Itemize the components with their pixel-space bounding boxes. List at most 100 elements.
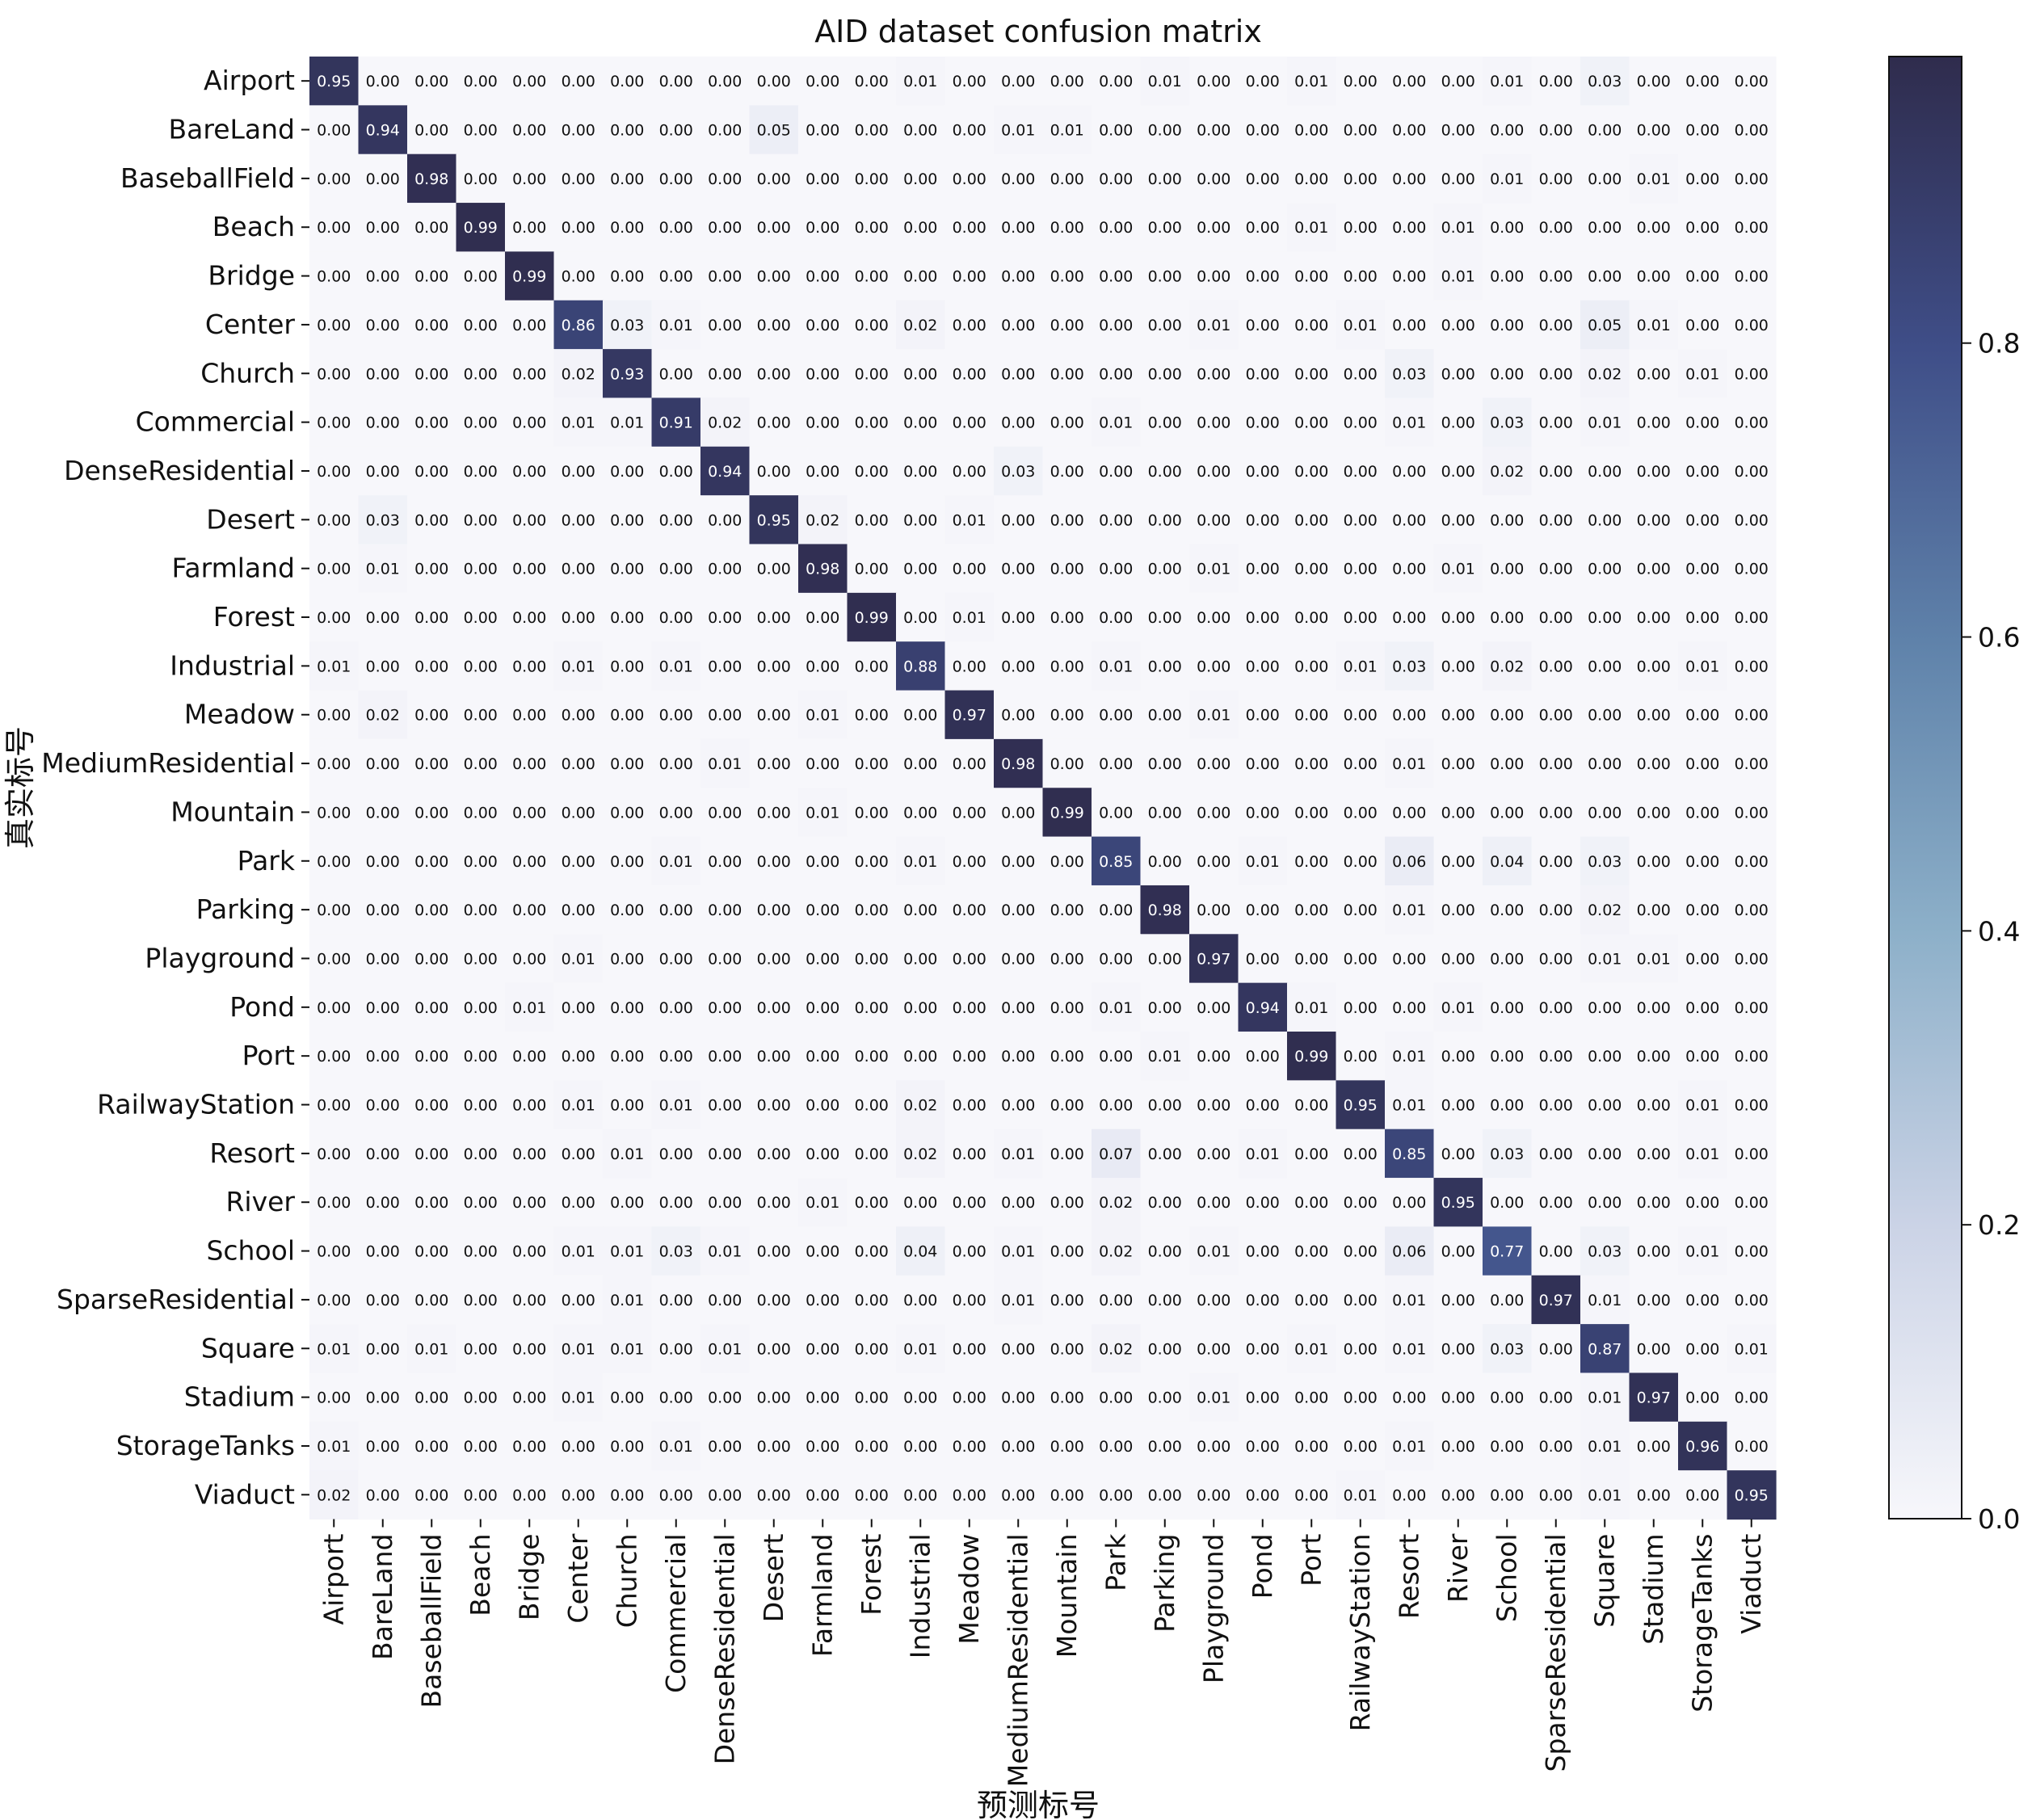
heatmap-cell [358,495,408,545]
cell-value-label: 0.00 [953,1243,986,1261]
heatmap-cell [603,641,653,691]
heatmap-cell [407,203,457,252]
heatmap-cell [1433,495,1483,545]
cell-value-label: 0.00 [1197,219,1230,237]
cell-value-label: 0.00 [1001,1486,1035,1504]
heatmap-cell [1433,1275,1483,1325]
cell-value-label: 0.00 [562,853,595,871]
cell-value-label: 0.00 [903,414,937,432]
cell-value-label: 0.00 [512,804,546,822]
cell-value-label: 0.01 [1099,658,1133,675]
cell-value-label: 0.00 [953,1389,986,1407]
cell-value-label: 0.00 [1246,170,1280,188]
cell-value-label: 0.00 [1637,268,1671,286]
heatmap-cell [553,1178,604,1227]
cell-value-label: 0.00 [512,511,546,529]
cell-value-label: 0.00 [1148,755,1182,773]
cell-value-label: 0.00 [562,902,595,919]
cell-value-label: 0.00 [512,902,546,919]
cell-value-label: 0.00 [1197,511,1230,529]
cell-value-label: 0.00 [610,1389,644,1407]
heatmap-cell [1238,153,1288,204]
cell-value-label: 0.99 [1294,1048,1328,1066]
heatmap-cell [603,836,653,886]
heatmap-cell [1727,57,1777,106]
heatmap-cell [1336,57,1386,106]
heatmap-cell [1727,738,1777,788]
heatmap-cell [896,934,946,984]
cell-value-label: 0.85 [1392,1145,1426,1163]
cell-value-label: 0.03 [659,1243,693,1261]
heatmap-cell [1287,349,1337,399]
cell-value-label: 0.00 [1392,268,1426,286]
heatmap-cell [1238,1421,1288,1471]
cell-value-label: 0.00 [806,317,839,334]
heatmap-cell [358,544,408,594]
x-tick-label: Resort [1393,1533,1424,1619]
heatmap-cell [1531,1178,1581,1227]
cell-value-label: 0.05 [757,122,791,140]
cell-value-label: 0.03 [610,317,644,334]
cell-value-label: 0.00 [1001,268,1035,286]
cell-value-label: 0.00 [903,999,937,1017]
heatmap-cell [1287,738,1337,788]
cell-value-label: 0.01 [317,658,351,675]
heatmap-cell [700,1178,751,1227]
heatmap-cell [358,105,408,155]
heatmap-cell [1042,1129,1092,1179]
cell-value-label: 0.00 [659,268,693,286]
heatmap-cell [553,982,604,1032]
cell-value-label: 0.00 [903,463,937,481]
cell-value-label: 0.00 [1050,511,1084,529]
cell-value-label: 0.00 [1246,1194,1280,1212]
cell-value-label: 0.00 [1001,1340,1035,1358]
cell-value-label: 0.02 [903,1145,937,1163]
heatmap-cell [1629,105,1679,155]
heatmap-cell [358,1080,408,1130]
cell-value-label: 0.00 [903,804,937,822]
cell-value-label: 0.00 [1294,463,1328,481]
cell-value-label: 0.00 [414,1438,448,1456]
cell-value-label: 0.94 [366,122,400,140]
cell-value-label: 0.00 [757,902,791,919]
cell-value-label: 0.00 [1441,853,1475,871]
heatmap-cell [1433,885,1483,935]
heatmap-cell [1287,592,1337,642]
cell-value-label: 0.94 [708,463,742,481]
heatmap-cell [1385,836,1435,886]
cell-value-label: 0.01 [1735,1340,1769,1358]
cell-value-label: 0.00 [1050,170,1084,188]
cell-value-label: 0.00 [1148,365,1182,383]
heatmap-cell [553,349,604,399]
heatmap-cell [1336,446,1386,496]
heatmap-cell [1092,1421,1142,1471]
heatmap-cell [358,349,408,399]
cell-value-label: 0.00 [1344,1243,1378,1261]
cell-value-label: 0.91 [659,414,693,432]
cell-value-label: 0.01 [903,853,937,871]
cell-value-label: 0.00 [317,1194,351,1212]
heatmap-cell [407,300,457,350]
cell-value-label: 0.01 [512,999,546,1017]
cell-value-label: 0.00 [1099,317,1133,334]
heatmap-cell [309,153,360,204]
heatmap-cell [994,153,1044,204]
colorbar-tick-label: 0.2 [1978,1209,2020,1241]
cell-value-label: 0.00 [1735,1292,1769,1309]
cell-value-label: 0.00 [1392,73,1426,90]
cell-value-label: 0.03 [366,511,400,529]
cell-value-label: 0.00 [953,268,986,286]
heatmap-cell [1727,153,1777,204]
heatmap-cell [847,495,897,545]
heatmap-cell [1042,1080,1092,1130]
cell-value-label: 0.01 [317,1438,351,1456]
cell-value-label: 0.00 [1735,365,1769,383]
heatmap-cell [1385,300,1435,350]
cell-value-label: 0.00 [903,1194,937,1212]
heatmap-cell [1189,153,1239,204]
cell-value-label: 0.00 [1490,219,1524,237]
cell-value-label: 0.00 [1685,219,1719,237]
cell-value-label: 0.00 [414,609,448,627]
heatmap-cell [358,203,408,252]
x-tick-label: Square [1588,1534,1620,1628]
